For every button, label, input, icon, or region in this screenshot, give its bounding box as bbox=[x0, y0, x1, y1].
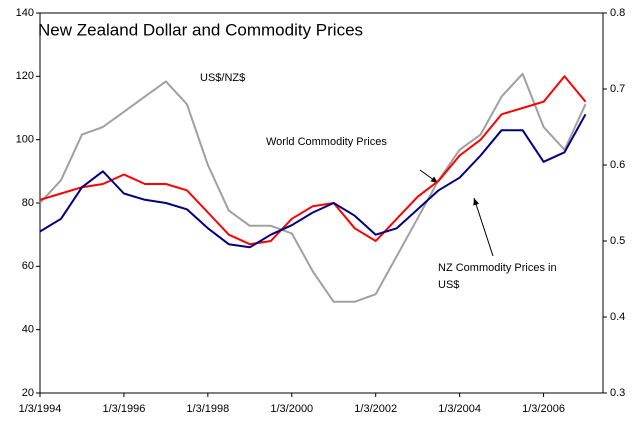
x-tick-label: 1/3/2006 bbox=[522, 403, 565, 415]
y-tick-label: 80 bbox=[22, 197, 34, 209]
y2-tick-label: 0.8 bbox=[610, 7, 625, 19]
plot-frame bbox=[39, 12, 604, 394]
y-tick-label: 20 bbox=[22, 387, 34, 399]
x-tick-label: 1/3/2000 bbox=[270, 403, 313, 415]
annotation-arrow bbox=[419, 169, 439, 184]
y-tick-label: 140 bbox=[16, 7, 34, 19]
series-line bbox=[39, 72, 587, 303]
y-tick-label: 60 bbox=[22, 260, 34, 272]
y2-tick-label: 0.7 bbox=[610, 83, 625, 95]
chart-title: New Zealand Dollar and Commodity Prices bbox=[38, 20, 363, 39]
annotation-arrow bbox=[473, 197, 494, 257]
annotation: World Commodity Prices bbox=[266, 136, 387, 148]
series-line bbox=[39, 75, 587, 246]
series-line bbox=[39, 113, 587, 249]
y2-tick-label: 0.6 bbox=[610, 159, 625, 171]
annotation: US$ bbox=[438, 279, 459, 291]
x-tick-label: 1/3/1996 bbox=[103, 403, 146, 415]
annotation: US$/NZ$ bbox=[200, 72, 245, 84]
y2-tick-label: 0.3 bbox=[610, 387, 625, 399]
x-tick-label: 1/3/2002 bbox=[354, 403, 397, 415]
x-tick-label: 1/3/1994 bbox=[19, 403, 62, 415]
annotation: NZ Commodity Prices in bbox=[438, 262, 557, 274]
x-tick-label: 1/3/1998 bbox=[186, 403, 229, 415]
x-tick-label: 1/3/2004 bbox=[438, 403, 481, 415]
y-tick-label: 100 bbox=[16, 134, 34, 146]
y-tick-label: 40 bbox=[22, 324, 34, 336]
y2-tick-label: 0.4 bbox=[610, 311, 625, 323]
y-tick-label: 120 bbox=[16, 70, 34, 82]
y2-tick-label: 0.5 bbox=[610, 235, 625, 247]
